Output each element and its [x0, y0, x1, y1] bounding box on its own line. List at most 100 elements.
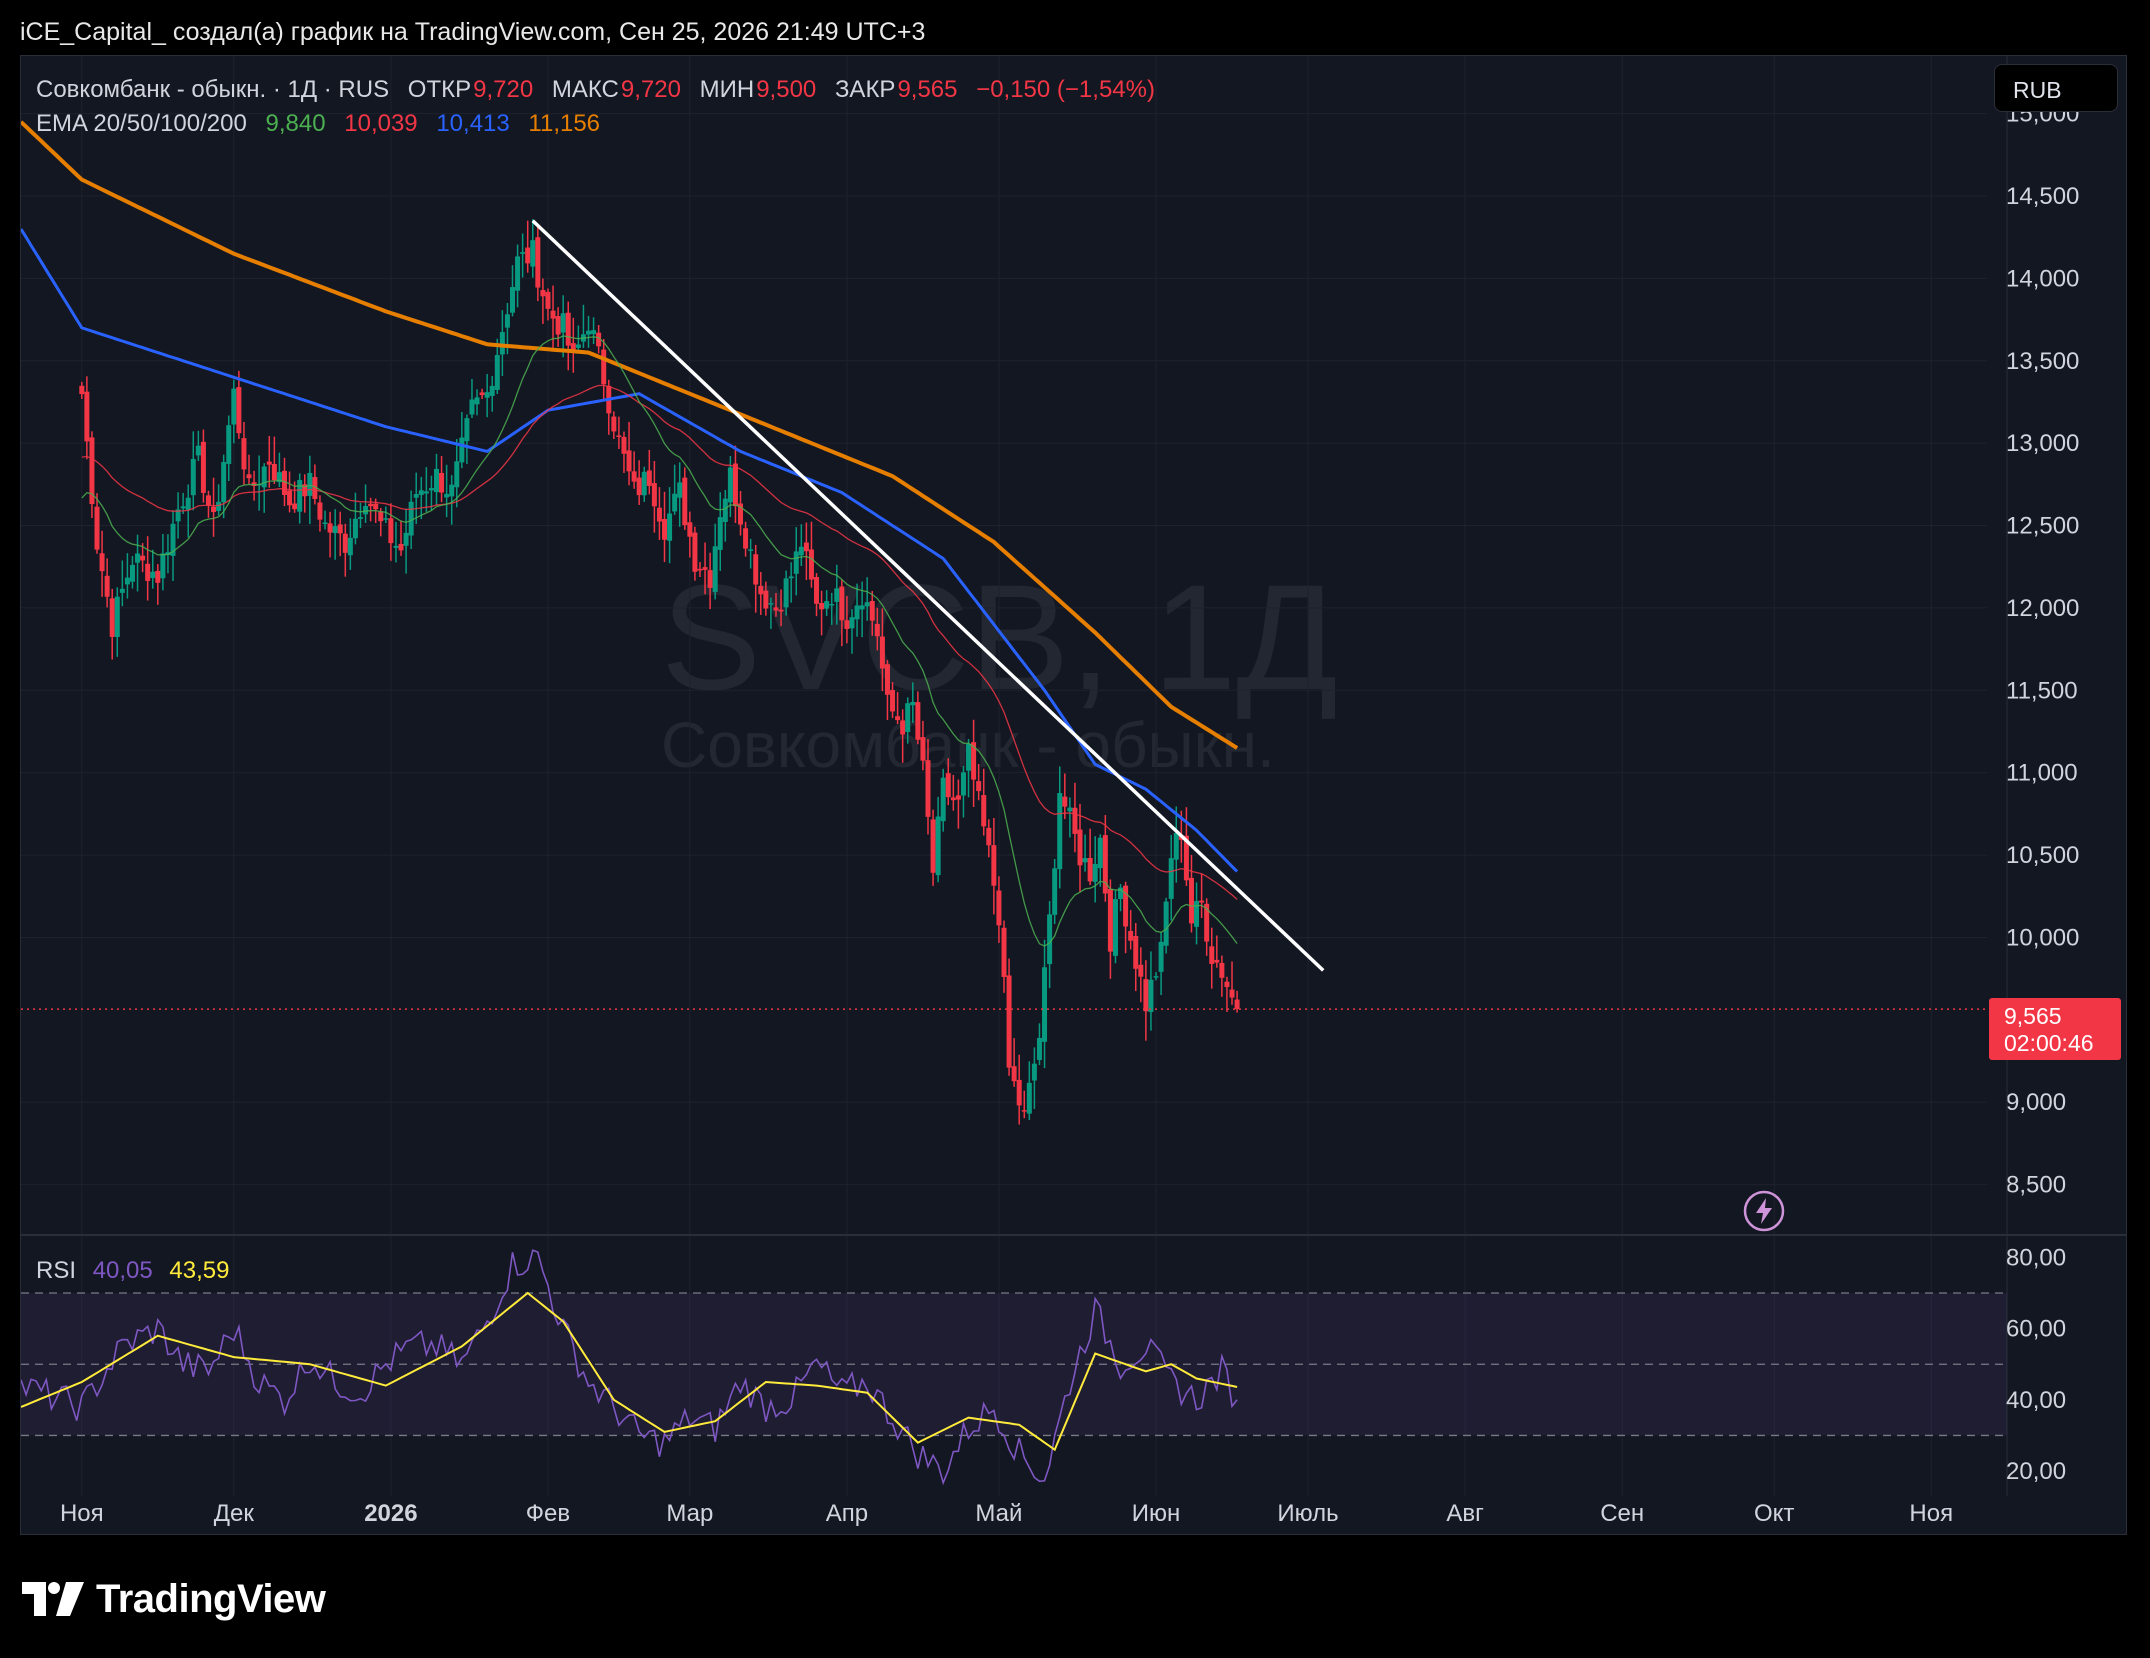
candle-body [1112, 899, 1118, 956]
candle-body [114, 596, 120, 637]
candle-body [555, 316, 561, 335]
ema100-line [21, 228, 1239, 873]
candle-body [849, 617, 855, 629]
candle-body [570, 343, 576, 350]
candle-body [535, 237, 541, 288]
candle-body [525, 247, 531, 264]
candle-body [129, 564, 135, 582]
candle-body [281, 470, 287, 495]
time-tick-label: Мар [666, 1500, 713, 1527]
candle-body [1153, 976, 1159, 978]
time-tick-label: Апр [826, 1500, 868, 1527]
candle-body [479, 392, 485, 396]
candle-body [955, 795, 961, 800]
time-tick-label: Май [975, 1500, 1022, 1527]
candle-body [920, 737, 926, 761]
candle-body [591, 330, 597, 335]
candle-body [1097, 837, 1103, 869]
candle-body [677, 482, 683, 498]
candle-body [383, 518, 389, 520]
candle-body [1234, 999, 1240, 1010]
candle-body [1067, 807, 1073, 812]
candle-body [104, 575, 110, 597]
candle-body [1077, 829, 1083, 866]
candle-body [1102, 835, 1108, 894]
candle-body [241, 438, 247, 470]
candle-body [449, 484, 455, 497]
candle-body [1188, 877, 1194, 924]
candle-body [1204, 903, 1210, 942]
price-tick-label: 8,500 [2006, 1172, 2066, 1199]
candle-body [575, 344, 581, 348]
candle-body [109, 598, 115, 637]
ohlc-legend: Совкомбанк - обыкн. · 1Д · RUS ОТКР9,720… [36, 76, 1157, 104]
candle-body [1128, 930, 1134, 941]
ema50-value: 10,039 [344, 110, 418, 137]
candle-body [231, 388, 237, 425]
candle-body [1036, 1037, 1042, 1060]
candle-body [1047, 914, 1053, 965]
tradingview-logo[interactable]: TradingView [22, 1575, 326, 1623]
candle-body [1087, 857, 1093, 882]
candle-body [621, 436, 627, 454]
candle-body [1168, 858, 1174, 899]
candle-body [1021, 1110, 1027, 1112]
candle-body [971, 742, 977, 780]
candle-body [646, 470, 652, 486]
candle-body [854, 605, 860, 620]
candle-body [1006, 975, 1012, 1068]
price-chart[interactable]: 15,00014,50014,00013,50013,00012,50012,0… [21, 56, 2126, 1534]
candle-body [84, 391, 90, 442]
candle-body [1031, 1063, 1037, 1081]
candle-body [900, 720, 906, 735]
candle-body [915, 702, 921, 740]
symbol-label[interactable]: Совкомбанк - обыкн. · 1Д · RUS [36, 76, 390, 103]
candle-body [190, 458, 196, 496]
time-tick-label: Ноя [60, 1500, 104, 1527]
candle-body [1092, 863, 1098, 882]
lightning-icon[interactable] [1742, 1189, 1786, 1233]
candle-body [960, 772, 966, 796]
candle-body [864, 602, 870, 607]
candle-body [530, 240, 536, 267]
candle-body [738, 503, 744, 525]
candle-body [641, 471, 647, 496]
candle-body [393, 545, 399, 548]
candle-body [586, 330, 592, 335]
price-tick-label: 13,000 [2006, 430, 2079, 457]
candle-body [1016, 1079, 1022, 1106]
candle-body [662, 518, 668, 540]
bar-countdown: 02:00:46 [2004, 1030, 2094, 1056]
ema-legend[interactable]: EMA 20/50/100/200 9,840 10,039 10,413 11… [36, 110, 602, 138]
candle-body [474, 397, 480, 405]
candle-body [200, 441, 206, 493]
candle-body [261, 466, 267, 488]
last-price-badge: 9,565 02:00:46 [1989, 998, 2121, 1060]
candle-body [226, 425, 232, 464]
chart-frame[interactable]: SVCB, 1Д Совкомбанк - обыкн. 15,000 14,50… [20, 55, 2127, 1535]
price-tick-label: 14,500 [2006, 183, 2079, 210]
candle-body [271, 463, 277, 481]
candle-body [408, 501, 414, 536]
ema-label: EMA 20/50/100/200 [36, 110, 247, 137]
candle-body [1163, 901, 1169, 946]
candle-body [287, 490, 293, 506]
candle-body [697, 568, 703, 571]
candle-body [560, 313, 566, 333]
trendline[interactable] [531, 219, 1325, 972]
candle-body [1026, 1082, 1032, 1114]
open-value: 9,720 [473, 76, 534, 103]
candle-body [895, 716, 901, 721]
currency-button[interactable]: RUB [1994, 64, 2118, 112]
candle-body [601, 349, 607, 385]
candle-body [363, 506, 369, 515]
candle-body [753, 554, 759, 585]
candle-body [276, 472, 282, 483]
candle-body [626, 450, 632, 472]
candle-body [981, 795, 987, 827]
time-tick-label: 2026 [364, 1500, 417, 1527]
rsi-legend[interactable]: RSI 40,05 43,59 [36, 1257, 231, 1285]
price-tick-label: 11,000 [2006, 760, 2078, 787]
candle-body [1148, 979, 1154, 1012]
candle-body [884, 664, 890, 695]
